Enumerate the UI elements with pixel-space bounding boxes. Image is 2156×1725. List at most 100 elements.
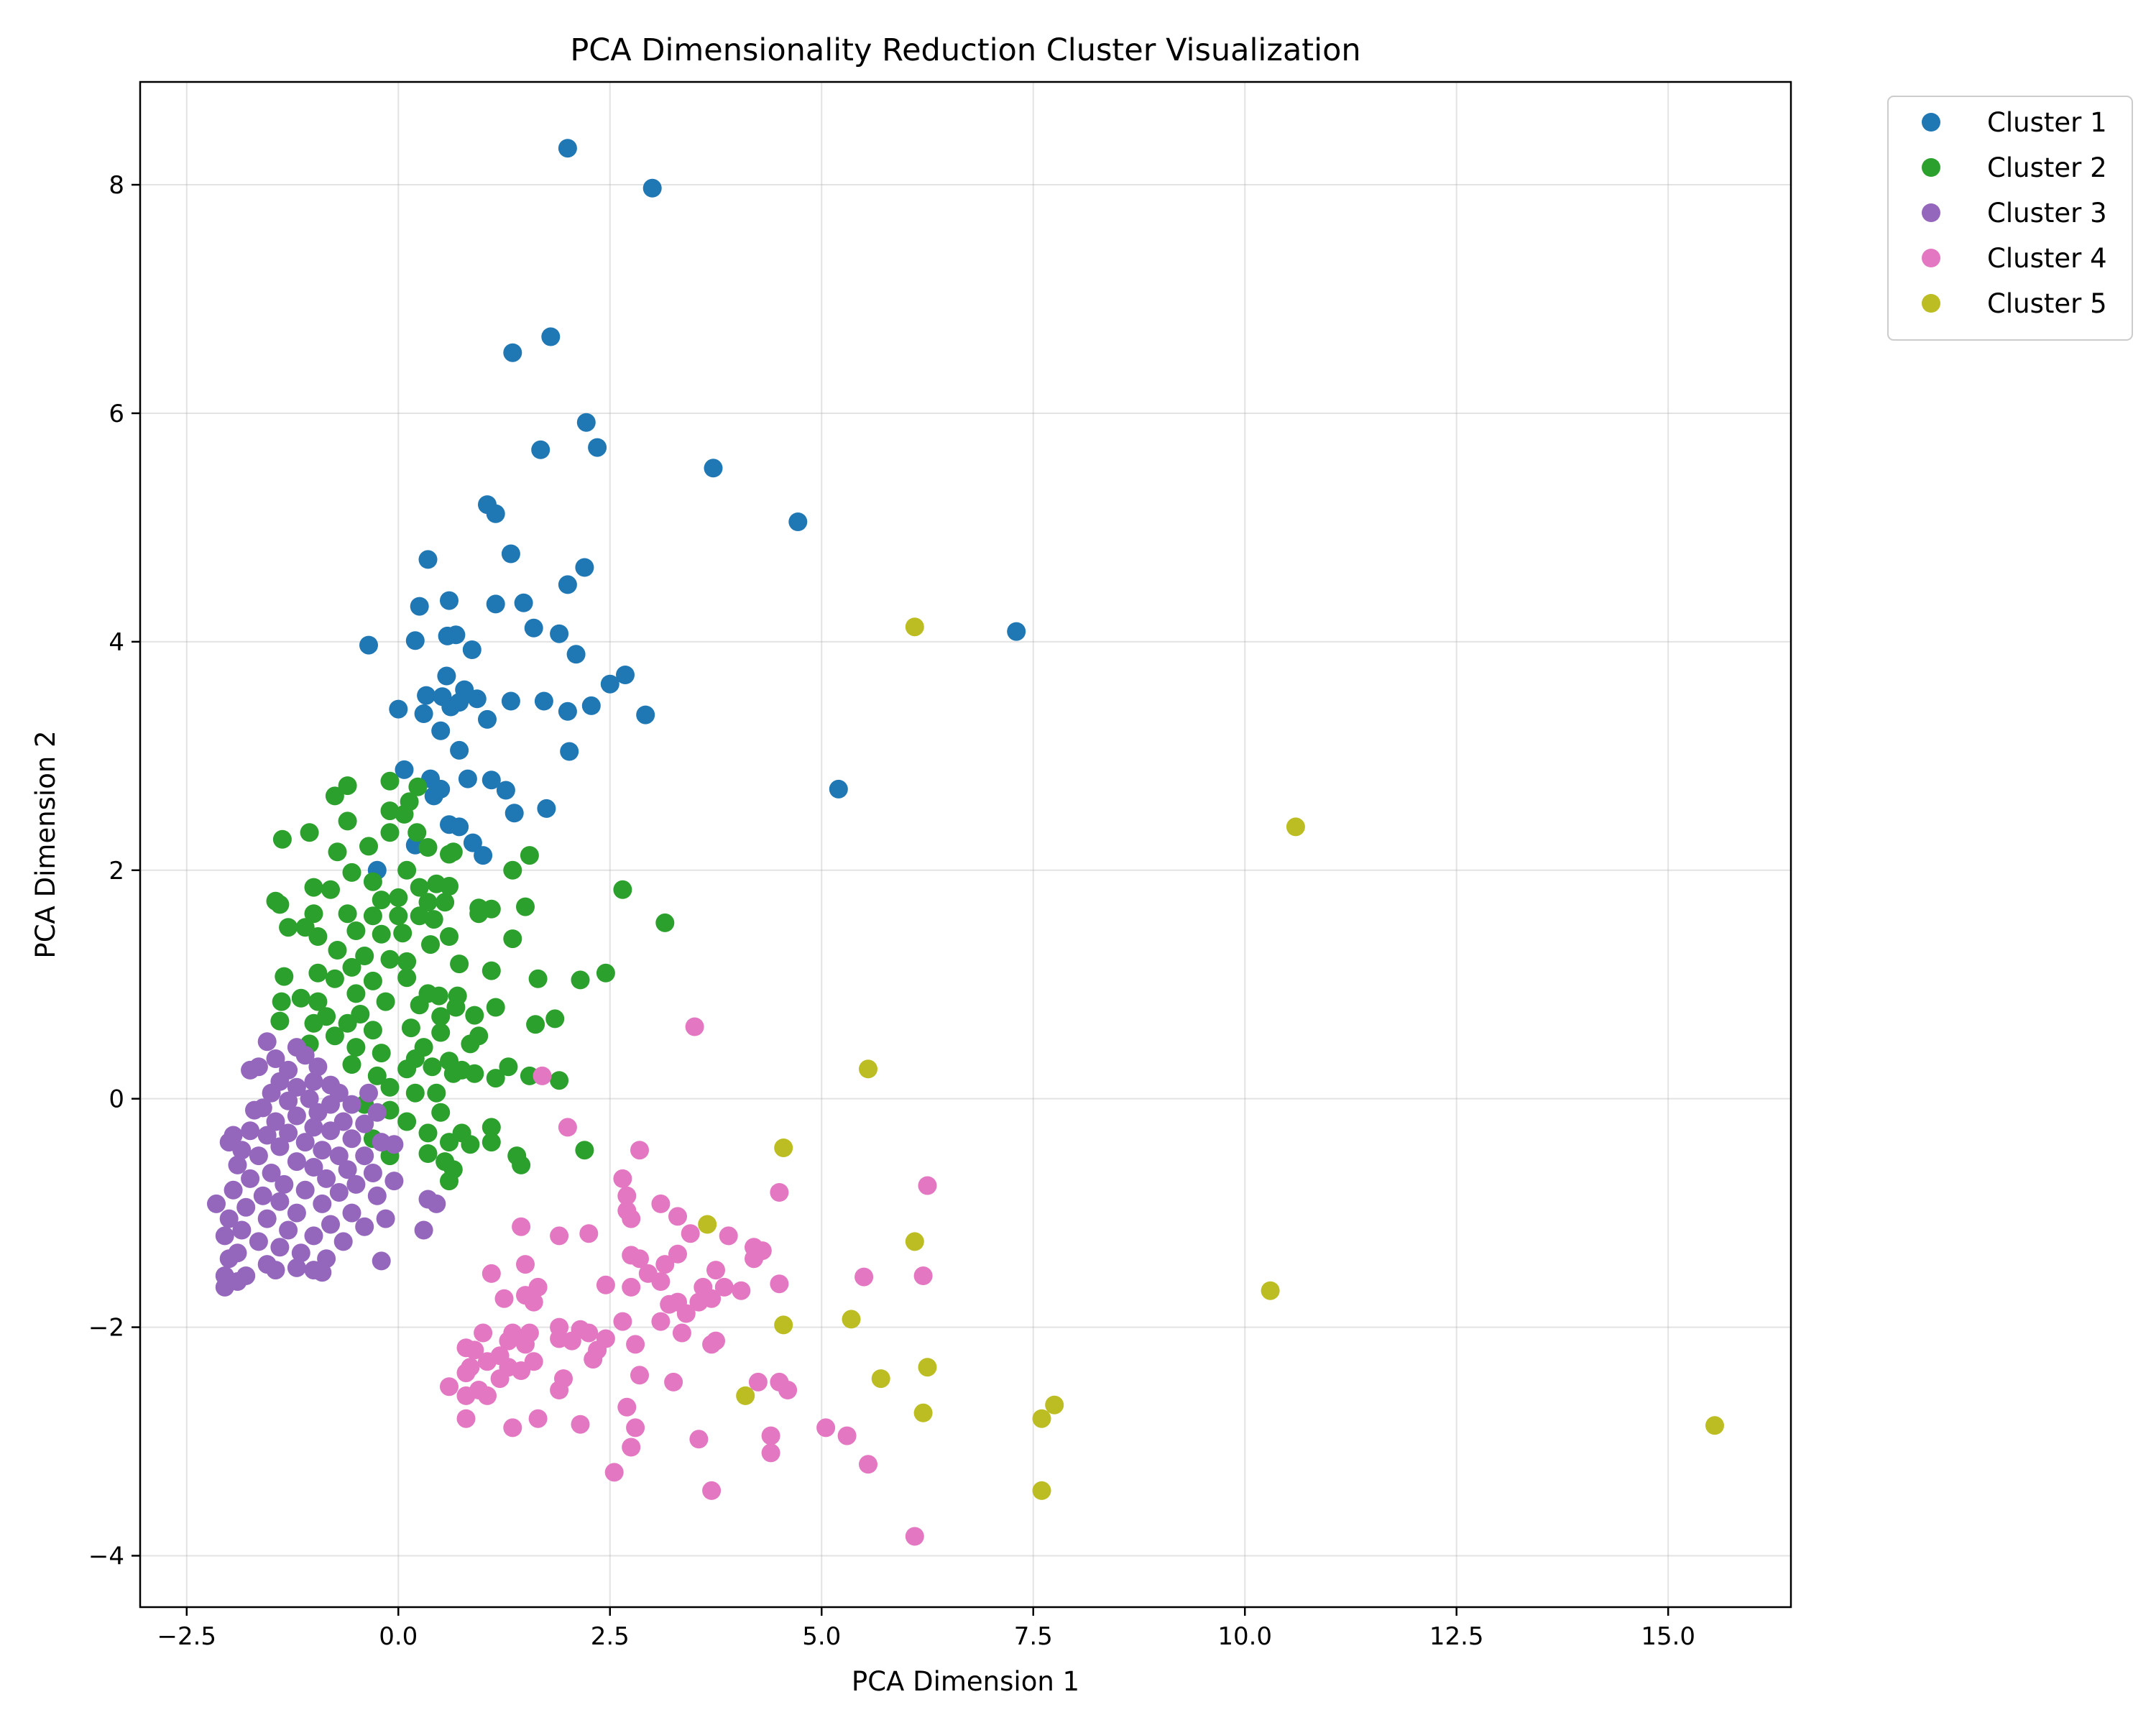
series-4-points xyxy=(440,1017,937,1546)
scatter-point xyxy=(600,674,619,694)
scatter-point xyxy=(300,1089,319,1108)
scatter-point xyxy=(405,631,425,650)
scatter-point xyxy=(275,967,294,986)
scatter-point xyxy=(401,1018,420,1038)
scatter-point xyxy=(304,904,323,924)
scatter-point xyxy=(270,1011,290,1031)
scatter-point xyxy=(558,702,577,721)
x-tick-label: 7.5 xyxy=(1014,1622,1053,1651)
scatter-point xyxy=(380,771,400,791)
scatter-point xyxy=(622,1438,641,1457)
scatter-point xyxy=(270,1137,290,1156)
scatter-point xyxy=(1045,1395,1064,1414)
legend-frame xyxy=(1887,96,2133,341)
scatter-point xyxy=(232,1220,252,1240)
scatter-point xyxy=(418,893,438,912)
scatter-point xyxy=(462,640,482,659)
scatter-point xyxy=(338,811,357,831)
scatter-point xyxy=(630,1366,649,1385)
scatter-point xyxy=(346,984,366,1003)
scatter-point xyxy=(482,1264,501,1283)
scatter-point xyxy=(474,1323,493,1343)
scatter-point xyxy=(304,1226,323,1246)
scatter-point xyxy=(363,906,382,926)
scatter-point xyxy=(266,1261,285,1280)
legend-marker xyxy=(1922,203,1940,222)
scatter-point xyxy=(702,1289,722,1308)
scatter-point xyxy=(414,704,433,723)
scatter-point xyxy=(622,1277,641,1297)
scatter-point xyxy=(550,1071,569,1090)
scatter-point xyxy=(482,770,501,790)
series-3-points xyxy=(207,1032,446,1297)
scatter-point xyxy=(304,1118,323,1137)
scatter-point xyxy=(287,1106,306,1126)
scatter-point xyxy=(410,906,429,926)
y-tick-label: 4 xyxy=(109,628,124,657)
scatter-point xyxy=(550,1381,569,1399)
scatter-point xyxy=(503,860,522,880)
y-tick-label: −4 xyxy=(88,1542,124,1570)
scatter-point xyxy=(461,1135,480,1154)
scatter-point xyxy=(622,1209,641,1228)
scatter-point xyxy=(626,1418,645,1438)
scatter-point xyxy=(774,1138,793,1157)
y-tick-label: −2 xyxy=(88,1314,124,1343)
scatter-point xyxy=(440,591,459,610)
scatter-point xyxy=(456,1363,476,1383)
scatter-point xyxy=(328,941,347,960)
scatter-point xyxy=(499,1331,518,1351)
scatter-point xyxy=(456,1409,476,1428)
scatter-point xyxy=(505,804,524,823)
scatter-point xyxy=(389,888,408,907)
scatter-point xyxy=(427,1194,446,1213)
scatter-point xyxy=(478,1352,497,1371)
scatter-point xyxy=(668,1207,687,1226)
scatter-point xyxy=(443,842,463,862)
scatter-point xyxy=(440,1377,459,1397)
scatter-point xyxy=(465,1064,484,1083)
scatter-point xyxy=(1032,1409,1051,1428)
scatter-point xyxy=(376,992,395,1011)
scatter-point xyxy=(514,593,533,612)
scatter-point xyxy=(651,1272,671,1291)
scatter-point xyxy=(550,624,569,643)
scatter-point xyxy=(465,1006,484,1025)
scatter-point xyxy=(496,781,515,800)
scatter-point xyxy=(748,1372,768,1392)
scatter-point xyxy=(266,1049,285,1068)
scatter-point xyxy=(408,777,428,796)
scatter-point xyxy=(325,1026,344,1046)
scatter-point xyxy=(380,823,400,842)
scatter-point xyxy=(389,906,408,926)
scatter-point xyxy=(372,1251,391,1271)
axis-ticks: −2.5 0.0 2.5 5.0 7.5 10.0 12.5 15.0 −4 −2 0 2 4 6 8 xyxy=(88,171,1695,1651)
scatter-point xyxy=(486,594,505,614)
scatter-point xyxy=(321,880,340,899)
scatter-point xyxy=(558,1118,577,1137)
scatter-point xyxy=(363,872,382,891)
scatter-point xyxy=(308,927,328,946)
scatter-point xyxy=(494,1289,514,1308)
scatter-point xyxy=(241,1121,260,1141)
scatter-point xyxy=(461,1034,480,1054)
scatter-point xyxy=(338,1013,357,1033)
scatter-point xyxy=(359,1083,378,1103)
scatter-point xyxy=(338,904,357,924)
scatter-point xyxy=(859,1059,877,1079)
scatter-point xyxy=(329,1183,349,1202)
scatter-point xyxy=(272,829,292,849)
scatter-point xyxy=(431,1103,451,1122)
scatter-point xyxy=(393,924,413,943)
scatter-point xyxy=(450,693,469,712)
scatter-point xyxy=(651,1194,671,1213)
scatter-point xyxy=(516,1255,535,1274)
scatter-point xyxy=(450,740,469,760)
scatter-point xyxy=(325,969,344,988)
scatter-point xyxy=(249,1232,268,1251)
scatter-point xyxy=(859,1455,877,1474)
scatter-point xyxy=(560,742,579,761)
scatter-point xyxy=(613,1169,632,1188)
scatter-point xyxy=(613,880,632,899)
scatter-point xyxy=(262,1083,281,1103)
